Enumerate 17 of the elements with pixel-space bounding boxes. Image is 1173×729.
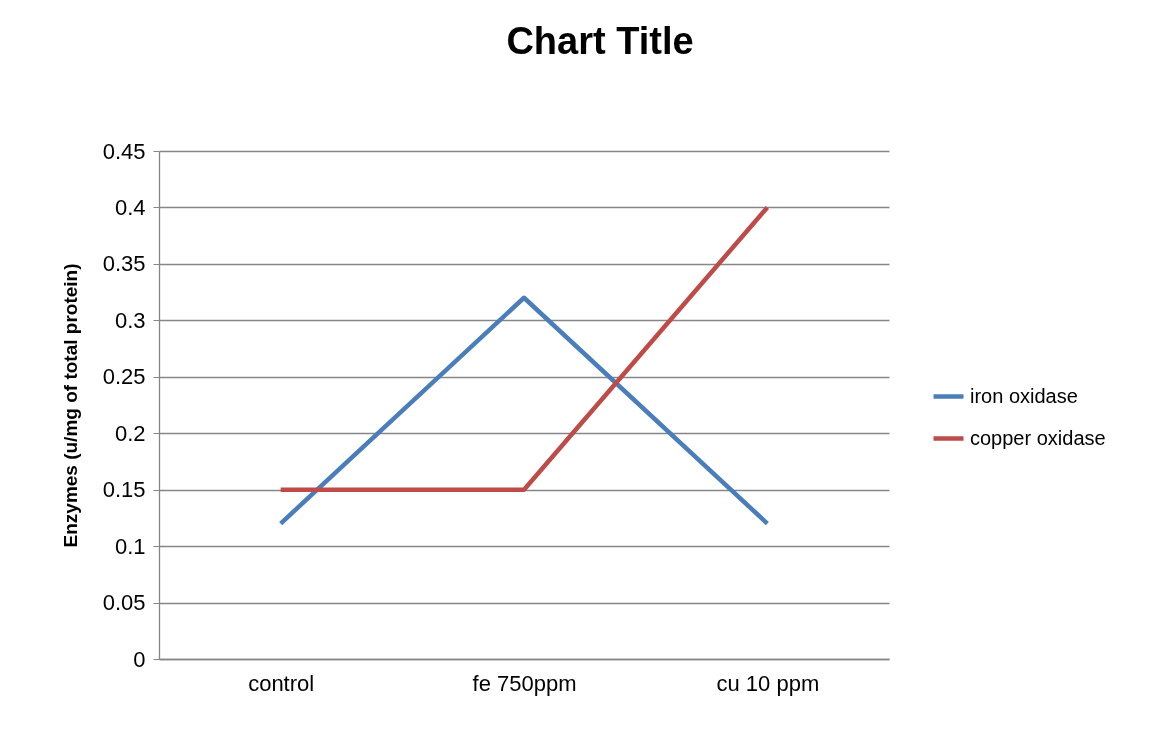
y-tick-label: 0.25	[102, 364, 146, 390]
y-tick-label: 0	[133, 646, 146, 672]
y-tick-label: 0.3	[114, 307, 146, 333]
legend-label: iron oxidase	[970, 384, 1078, 407]
x-tick-label: control	[248, 670, 315, 696]
y-tick-label: 0.05	[102, 590, 146, 616]
y-tick-label: 0.45	[102, 138, 146, 164]
y-tick-label: 0.15	[102, 477, 146, 503]
x-tick-label: fe 750ppm	[472, 670, 577, 696]
y-tick-label: 0.1	[114, 533, 146, 559]
y-axis-title: Enzymes (u/mg of total protein)	[59, 263, 81, 548]
y-tick-label: 0.2	[114, 420, 146, 446]
y-tick-label: 0.4	[114, 194, 146, 220]
chart-title: Chart Title	[506, 20, 694, 62]
legend-label: copper oxidase	[970, 426, 1106, 449]
y-tick-label: 0.35	[102, 251, 146, 277]
x-tick-label: cu 10 ppm	[716, 670, 820, 696]
